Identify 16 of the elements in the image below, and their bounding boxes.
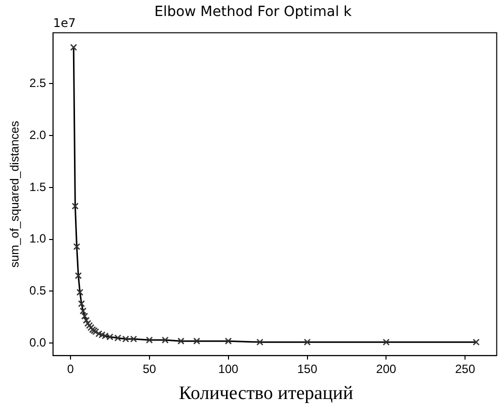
y-tick-label: 2.0 — [29, 128, 46, 142]
y-tick-label: 1.5 — [29, 180, 46, 194]
y-tick-label: 0.5 — [29, 284, 46, 298]
y-tick-label: 1.0 — [29, 232, 46, 246]
x-tick-label: 100 — [218, 362, 239, 376]
x-tick-label: 250 — [455, 362, 476, 376]
text: 1e7 — [53, 16, 76, 30]
chart-title: Elbow Method For Optimal k — [154, 4, 353, 20]
x-tick-label: 150 — [297, 362, 318, 376]
x-tick-label: 0 — [67, 362, 74, 376]
x-tick-label: 200 — [376, 362, 397, 376]
y-tick-label: 0.0 — [29, 335, 46, 350]
x-tick-label: 50 — [142, 362, 156, 376]
y-tick-label: 2.5 — [29, 76, 46, 90]
x-axis-title: Количество итераций — [178, 383, 354, 405]
y-axis-title: sum_of_squared_distances — [8, 120, 22, 268]
